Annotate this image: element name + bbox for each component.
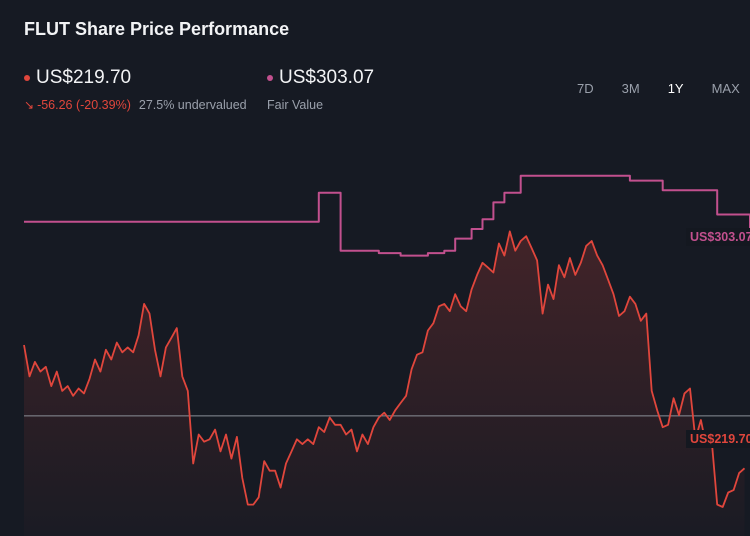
valuation-text: 27.5% undervalued	[138, 98, 247, 112]
price-stat: US$219.70 ↘ -56.26 (-20.39%) 27.5% under…	[24, 67, 247, 112]
price-dot-icon	[24, 75, 30, 81]
fair-value-label: Fair Value	[267, 98, 324, 112]
fair-value-dot-icon	[267, 75, 273, 81]
tab-1y[interactable]: 1Y	[667, 81, 684, 96]
price-area	[24, 231, 745, 536]
fair-value-series-line	[24, 174, 750, 257]
tab-3m[interactable]: 3M	[621, 81, 640, 96]
current-price: US$219.70	[36, 67, 132, 88]
timeframe-tabs: 7D 3M 1Y MAX	[577, 81, 750, 96]
price-series-line	[23, 230, 746, 508]
tab-max[interactable]: MAX	[711, 81, 740, 96]
tab-7d[interactable]: 7D	[577, 81, 594, 96]
price-end-label: US$219.70	[686, 430, 750, 448]
chart-title: FLUT Share Price Performance	[24, 19, 290, 39]
price-change: -56.26 (-20.39%)	[37, 98, 131, 112]
fair-value-end-label: US$303.07	[686, 228, 750, 246]
fair-value-stat: US$303.07 Fair Value	[267, 67, 374, 112]
fair-value-price: US$303.07	[279, 67, 375, 88]
down-arrow-icon: ↘	[24, 98, 35, 112]
